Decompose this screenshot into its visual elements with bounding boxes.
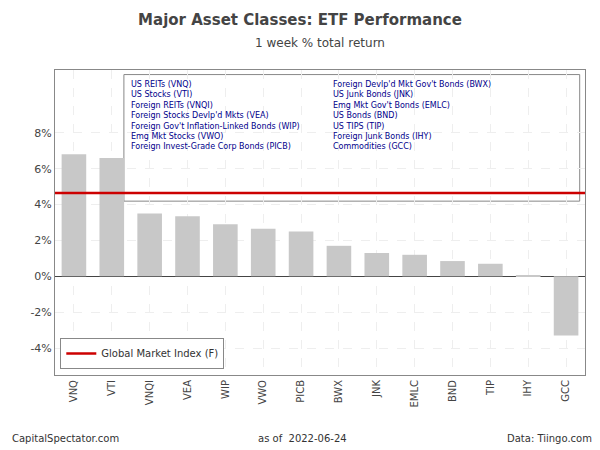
svg-text:0%: 0% [34, 270, 51, 283]
svg-text:1 week % total return: 1 week % total return [255, 36, 385, 50]
svg-text:-4%: -4% [30, 342, 51, 355]
svg-text:VTI: VTI [106, 380, 117, 396]
svg-text:Global Market Index (F): Global Market Index (F) [101, 348, 218, 359]
svg-text:CapitalSpectator.com: CapitalSpectator.com [12, 433, 119, 444]
svg-text:2%: 2% [34, 234, 51, 247]
svg-text:PICB: PICB [295, 380, 306, 403]
svg-text:as of 2022-06-24: as of 2022-06-24 [258, 433, 347, 444]
svg-text:TIP: TIP [485, 380, 496, 396]
svg-text:US REITs (VNQ)US Stocks (VTI)F: US REITs (VNQ)US Stocks (VTI)Foreign REI… [131, 80, 300, 151]
svg-text:VNQ: VNQ [68, 380, 79, 402]
svg-text:BWX: BWX [333, 380, 344, 403]
svg-text:GCC: GCC [560, 380, 571, 402]
svg-text:Foreign Devlp'd Mkt Gov't Bond: Foreign Devlp'd Mkt Gov't Bonds (BWX)US … [333, 80, 491, 151]
svg-text:JNK: JNK [371, 380, 382, 398]
svg-text:4%: 4% [34, 198, 51, 211]
svg-text:Major Asset Classes: ETF Perfo: Major Asset Classes: ETF Performance [138, 11, 462, 29]
svg-text:IHY: IHY [522, 379, 533, 396]
svg-text:VWO: VWO [257, 380, 268, 405]
svg-text:6%: 6% [34, 163, 51, 176]
svg-text:WIP: WIP [220, 380, 231, 399]
svg-text:Data: Tiingo.com: Data: Tiingo.com [507, 433, 592, 444]
svg-text:8%: 8% [34, 127, 51, 140]
svg-text:VNQI: VNQI [144, 380, 155, 405]
svg-text:EMLC: EMLC [409, 380, 420, 408]
svg-text:VEA: VEA [182, 380, 193, 400]
svg-text:BND: BND [447, 380, 458, 402]
svg-text:-2%: -2% [30, 306, 51, 319]
